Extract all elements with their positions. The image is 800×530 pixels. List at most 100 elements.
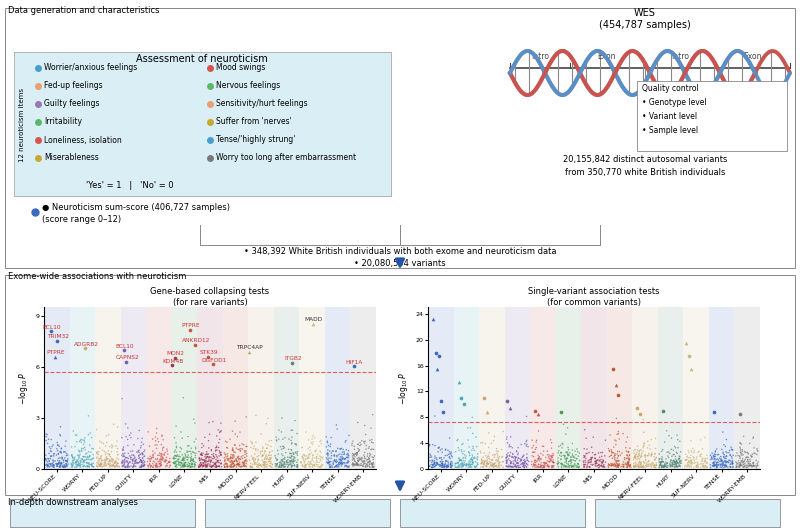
Point [423,440,436,448]
Point [134,463,146,471]
Point [707,460,720,468]
Point [158,457,170,465]
Point [296,452,309,461]
Point [39,451,52,460]
Point [630,463,642,471]
Bar [734,307,760,469]
Point [610,458,622,467]
Point [130,458,142,467]
Point [286,452,298,461]
Text: ITGB2: ITGB2 [284,356,302,361]
Point [444,461,457,470]
Point [747,459,760,467]
Point [322,446,334,454]
Point [255,462,268,471]
Point [120,358,133,366]
Point [480,463,493,471]
Point [739,448,752,457]
Point [334,455,346,463]
Point [496,452,509,461]
Point [350,449,363,457]
Point [221,463,234,472]
Point [161,445,174,453]
Point [134,458,147,466]
Point [227,460,240,468]
Point [90,454,103,462]
Point [552,443,565,451]
Point [555,463,568,471]
Point [531,462,544,471]
Point [453,456,466,465]
Point [263,448,276,456]
Point [446,453,458,461]
Point [182,451,194,460]
Point [424,456,437,465]
Point [506,463,519,472]
Point [730,463,743,471]
Point [510,463,522,471]
Point [77,453,90,461]
Point [119,454,132,462]
Point [430,458,443,466]
Point [158,450,170,458]
Point [60,461,73,470]
Point [469,463,482,471]
Point [465,455,478,464]
Point [69,458,82,466]
Point [231,460,244,468]
Point [54,460,67,469]
Point [722,463,734,471]
Point [490,456,502,464]
Point [688,459,701,467]
Point [603,447,616,455]
Point [660,461,673,469]
Point [302,453,314,462]
Point [46,460,59,468]
Point [266,463,278,472]
Point [431,458,444,467]
Point [189,462,202,470]
Point [257,443,270,452]
Point [720,463,733,471]
Point [567,461,580,470]
Point [492,459,505,467]
Text: Suffer from 'nerves': Suffer from 'nerves' [216,118,292,127]
Point [464,423,477,432]
Point [98,458,111,466]
Point [689,458,702,467]
Point [226,456,238,465]
Point [480,462,493,471]
Point [258,461,271,470]
Point [673,461,686,470]
Point [231,445,244,454]
Point [351,449,364,457]
Point [305,448,318,457]
Point [106,456,119,465]
Point [518,463,531,472]
Point [177,393,190,402]
Point [61,456,74,465]
Point [247,456,260,464]
Point [579,454,592,463]
Point [286,462,298,470]
Point [206,462,219,470]
Point [338,461,351,470]
Point [361,449,374,458]
Point [493,453,506,461]
Point [156,444,169,453]
Point [298,458,310,467]
Point [260,455,273,463]
Point [534,455,547,463]
Point [656,462,669,471]
Point [541,450,554,459]
Point [309,454,322,462]
Point [623,463,636,471]
Point [570,461,582,470]
Point [664,462,677,470]
Point [733,462,746,471]
Point [252,446,265,454]
Point [504,460,517,468]
Point [348,461,361,470]
Point [177,461,190,470]
Point [310,454,323,463]
